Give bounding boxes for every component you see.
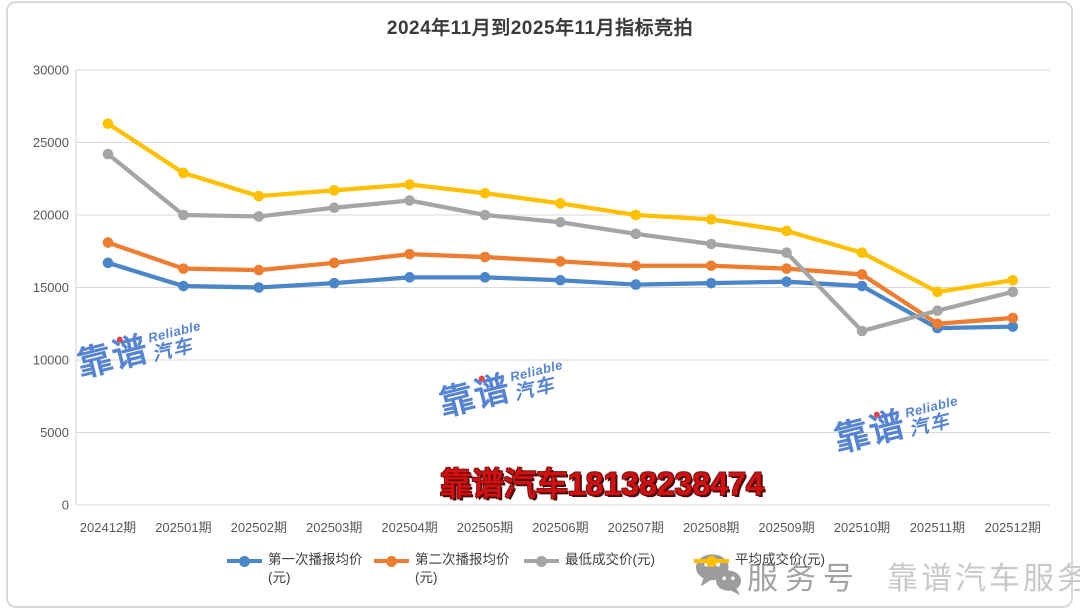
legend-label: 第一次播报均价 (元) (268, 552, 363, 585)
data-point-second-report-avg (178, 263, 189, 274)
data-point-average-deal-price (479, 187, 491, 199)
x-tick-label: 202502期 (231, 520, 287, 535)
data-point-lowest-deal-price (555, 216, 566, 228)
x-tick-label: 202507期 (608, 520, 664, 535)
data-point-average-deal-price (328, 185, 340, 196)
data-point-average-deal-price (102, 118, 114, 129)
legend-label: 平均成交价(元) (735, 552, 825, 567)
legend-line-marker (524, 555, 559, 567)
wechat-account-name: 靠谱汽车服务 (887, 561, 1080, 596)
data-point-first-report-avg (1007, 321, 1019, 332)
x-tick-label: 202503期 (306, 520, 362, 535)
x-tick-label: 202504期 (381, 520, 437, 535)
legend-line-marker (227, 555, 262, 567)
legend-item-lowest-deal-price[interactable]: 最低成交价(元) (524, 551, 694, 569)
legend-item-second-report-avg[interactable]: 第二次播报均价 (元) (374, 551, 524, 587)
data-point-first-report-avg (102, 257, 114, 269)
wechat-watermark: 服务号 靠谱汽车服务 (694, 549, 1080, 598)
data-point-second-report-avg (404, 248, 415, 260)
x-tick-label: 202506期 (532, 520, 588, 535)
legend-label: 第二次播报均价 (元) (415, 552, 510, 585)
data-point-average-deal-price (1007, 274, 1019, 286)
data-point-second-report-avg (932, 318, 943, 330)
data-point-second-report-avg (555, 256, 566, 267)
data-point-second-report-avg (328, 257, 340, 269)
data-point-average-deal-price (630, 209, 642, 221)
data-point-lowest-deal-price (705, 238, 717, 250)
data-point-average-deal-price (705, 214, 717, 225)
data-point-average-deal-price (253, 190, 265, 202)
data-point-first-report-avg (404, 272, 415, 283)
data-point-first-report-avg (253, 282, 265, 293)
data-point-lowest-deal-price (479, 209, 491, 221)
x-tick-label: 202412期 (80, 520, 136, 535)
data-point-average-deal-price (781, 225, 792, 237)
data-point-lowest-deal-price (630, 228, 642, 240)
legend: 第一次播报均价 (元) 第二次播报均价 (元) 最低成交价(元) 平均成交价(元) (227, 551, 859, 587)
data-point-lowest-deal-price (856, 325, 868, 337)
data-point-second-report-avg (630, 260, 642, 272)
legend-line-marker (694, 555, 729, 567)
y-tick-label: 5000 (40, 425, 69, 440)
data-point-lowest-deal-price (404, 195, 415, 206)
x-tick-label: 202511期 (910, 520, 965, 535)
data-point-lowest-deal-price (781, 247, 792, 258)
data-point-lowest-deal-price (253, 211, 265, 222)
legend-label: 最低成交价(元) (565, 552, 655, 567)
data-point-second-report-avg (1007, 312, 1019, 324)
data-point-lowest-deal-price (328, 202, 340, 214)
x-tick-label: 202512期 (985, 520, 1041, 535)
data-point-average-deal-price (178, 167, 189, 179)
y-tick-label: 10000 (33, 353, 69, 368)
data-point-second-report-avg (705, 260, 717, 272)
x-tick-label: 202501期 (155, 520, 211, 535)
y-tick-label: 0 (62, 498, 69, 513)
data-point-first-report-avg (705, 277, 717, 289)
data-point-first-report-avg (630, 279, 642, 290)
y-tick-label: 20000 (33, 208, 69, 223)
data-point-second-report-avg (253, 264, 265, 276)
data-point-first-report-avg (479, 272, 491, 283)
data-point-average-deal-price (932, 286, 943, 298)
legend-line-marker (374, 555, 409, 567)
data-point-average-deal-price (555, 198, 566, 209)
data-point-second-report-avg (856, 269, 868, 280)
data-point-first-report-avg (178, 280, 189, 292)
phone-watermark: 靠谱汽车18138238474 (440, 466, 764, 502)
x-tick-label: 202508期 (683, 520, 739, 535)
y-tick-label: 25000 (33, 135, 69, 150)
x-tick-label: 202509期 (758, 520, 814, 535)
data-point-lowest-deal-price (178, 209, 189, 221)
data-point-first-report-avg (555, 274, 566, 286)
data-point-first-report-avg (781, 276, 792, 288)
chart-title: 2024年11月到2025年11月指标竞拍 (386, 18, 694, 39)
data-point-second-report-avg (781, 263, 792, 274)
data-point-second-report-avg (479, 251, 491, 263)
data-point-average-deal-price (856, 247, 868, 258)
y-tick-label: 15000 (33, 280, 69, 295)
series-lowest-deal-price-line (105, 151, 1015, 334)
data-point-first-report-avg (328, 277, 340, 289)
series-first-report-avg-line (105, 260, 1015, 331)
data-point-lowest-deal-price (1007, 286, 1019, 298)
data-point-first-report-avg (856, 280, 868, 292)
data-point-second-report-avg (102, 237, 114, 248)
data-point-lowest-deal-price (932, 305, 943, 317)
legend-item-first-report-avg[interactable]: 第一次播报均价 (元) (227, 551, 374, 587)
y-tick-label: 30000 (33, 63, 69, 78)
x-tick-label: 202505期 (457, 520, 513, 535)
x-tick-label: 202510期 (834, 520, 890, 535)
wechat-account-type: 服务号 (747, 561, 861, 596)
data-point-average-deal-price (404, 179, 415, 190)
data-point-lowest-deal-price (102, 148, 114, 160)
legend-item-average-deal-price[interactable]: 平均成交价(元) (694, 551, 859, 569)
